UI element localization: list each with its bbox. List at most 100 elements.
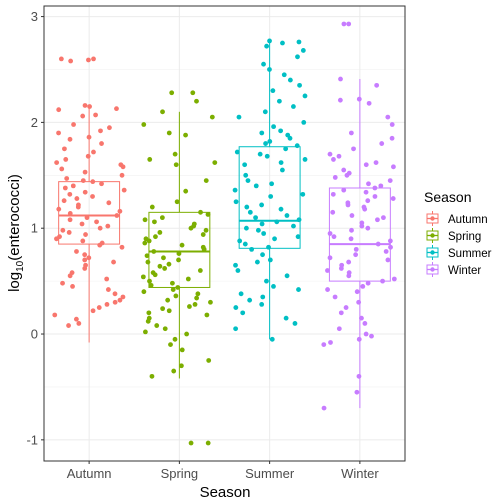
data-point	[296, 287, 301, 292]
data-point	[325, 268, 330, 273]
y-axis-title: log10(enterococci)	[6, 174, 26, 292]
data-point	[365, 280, 371, 286]
data-point	[105, 287, 111, 292]
data-point	[276, 98, 282, 104]
data-point	[356, 373, 362, 379]
data-point	[344, 172, 350, 178]
data-point	[346, 273, 352, 279]
data-point	[336, 326, 342, 332]
data-point	[97, 242, 103, 248]
data-point	[259, 301, 265, 307]
data-point	[255, 227, 261, 233]
data-point	[287, 135, 293, 141]
data-point	[383, 249, 389, 254]
data-point	[80, 113, 86, 119]
data-point	[346, 259, 352, 265]
data-point	[325, 287, 330, 292]
legend-key-point	[430, 216, 435, 221]
data-point	[236, 114, 242, 120]
data-point	[79, 221, 85, 227]
data-point	[67, 136, 73, 142]
data-point	[59, 166, 65, 172]
data-point	[284, 273, 290, 279]
plot-border	[43, 5, 406, 462]
legend-label: Summer	[448, 248, 492, 260]
data-point	[375, 217, 380, 223]
data-point	[203, 227, 209, 233]
data-point	[146, 310, 152, 316]
data-point	[119, 244, 125, 250]
data-point	[247, 297, 253, 303]
data-point	[60, 280, 65, 286]
data-point	[68, 58, 74, 64]
data-point	[385, 114, 391, 120]
data-point	[188, 440, 194, 446]
data-point	[245, 178, 251, 183]
data-point	[349, 213, 355, 218]
data-point	[366, 181, 371, 187]
data-point	[363, 162, 369, 168]
data-point	[366, 100, 372, 106]
data-point	[172, 151, 178, 157]
data-point	[83, 232, 88, 237]
data-point	[331, 157, 336, 162]
data-point	[281, 72, 287, 78]
legend-item-autumn: Autumn	[424, 210, 488, 227]
x-tick-label: Winter	[341, 466, 379, 481]
data-point	[90, 179, 96, 185]
data-point	[82, 189, 88, 195]
data-point	[284, 213, 290, 218]
data-point	[141, 289, 147, 295]
data-point	[262, 109, 268, 115]
data-point	[145, 318, 151, 324]
data-point	[264, 278, 269, 284]
data-point	[82, 252, 88, 258]
data-point	[267, 38, 272, 44]
data-point	[268, 194, 274, 199]
data-point	[372, 185, 378, 191]
data-point	[179, 242, 185, 248]
data-point	[373, 160, 379, 166]
data-point	[61, 198, 67, 204]
data-point	[378, 183, 384, 189]
data-point	[338, 76, 343, 82]
data-point	[295, 54, 300, 60]
data-point	[140, 274, 146, 280]
data-point	[159, 215, 165, 221]
data-point	[56, 130, 61, 136]
data-point	[162, 266, 168, 271]
data-point	[274, 219, 280, 225]
legend-label: Winter	[448, 265, 481, 277]
data-point	[391, 164, 396, 170]
data-point	[60, 227, 66, 233]
data-point	[356, 336, 362, 342]
box-iqr	[58, 181, 121, 245]
data-point	[363, 331, 369, 337]
data-point	[112, 299, 118, 305]
data-point	[279, 167, 285, 173]
data-point	[232, 187, 238, 193]
data-point	[184, 331, 190, 337]
data-point	[154, 323, 160, 328]
data-point	[356, 299, 362, 305]
data-point	[169, 280, 175, 286]
data-point	[82, 103, 88, 108]
data-point	[388, 244, 393, 250]
data-point	[385, 257, 391, 263]
box-summer	[238, 40, 301, 340]
data-point	[351, 146, 356, 152]
data-point	[264, 153, 270, 159]
data-point	[380, 278, 385, 284]
data-point	[338, 310, 344, 316]
data-point	[283, 146, 289, 152]
data-point	[238, 291, 244, 297]
data-point	[259, 202, 265, 208]
data-point	[253, 215, 258, 221]
legend: Season Autumn Spring Summer Winter	[424, 189, 492, 278]
data-point	[295, 234, 301, 240]
data-point	[365, 198, 371, 204]
data-point	[166, 130, 172, 136]
data-point	[157, 263, 163, 269]
data-point	[271, 284, 276, 289]
